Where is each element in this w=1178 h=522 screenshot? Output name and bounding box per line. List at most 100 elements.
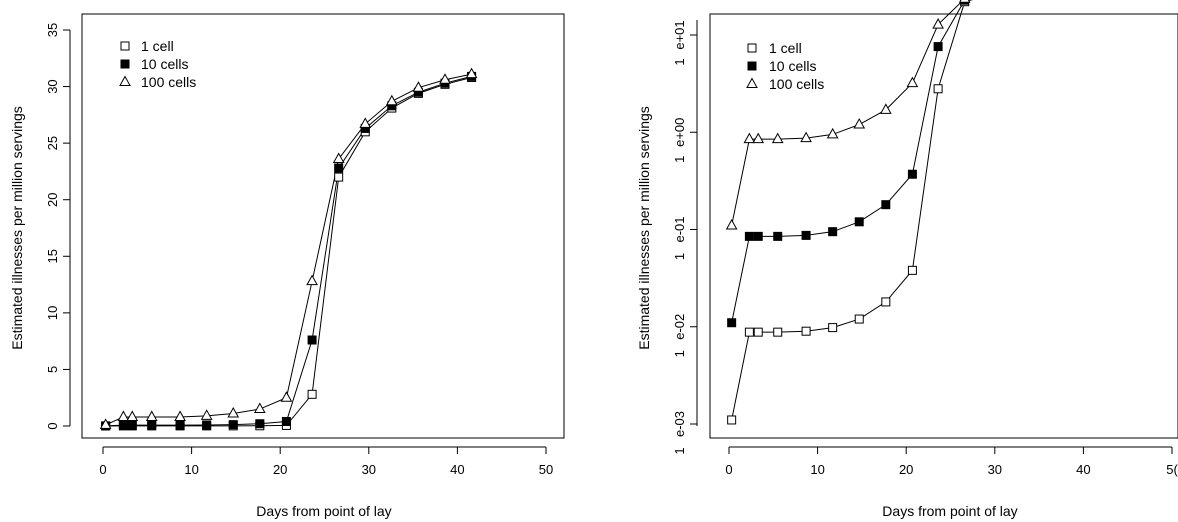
data-point xyxy=(280,391,293,402)
right-y-label: Estimated illnesses per million servings xyxy=(636,106,652,350)
y-tick-label: e-03 xyxy=(672,411,687,437)
series-line xyxy=(105,77,472,427)
y-tick-label: 0 xyxy=(45,422,60,429)
data-point xyxy=(412,81,425,92)
y-tick-label: 35 xyxy=(45,23,60,37)
left-legend: 1 cell 10 cells 100 cells xyxy=(119,38,196,90)
left-plot-frame xyxy=(81,13,565,439)
y-tick-label: e+00 xyxy=(672,118,687,147)
data-point xyxy=(828,323,838,333)
x-tick-label: 40 xyxy=(450,462,464,477)
data-point xyxy=(773,327,783,337)
data-point xyxy=(933,84,943,94)
legend-marker xyxy=(120,41,130,51)
data-point xyxy=(752,132,765,144)
data-point xyxy=(853,118,866,129)
x-tick-label: 30 xyxy=(362,462,376,477)
y-tick-label: 15 xyxy=(45,249,60,263)
data-point xyxy=(202,420,212,430)
data-point xyxy=(334,163,344,173)
data-point xyxy=(771,132,784,144)
series-line xyxy=(105,73,472,426)
y-tick-label-mantissa: 1 xyxy=(672,58,687,65)
data-point xyxy=(307,389,317,399)
data-point xyxy=(879,103,892,114)
data-point xyxy=(854,217,864,227)
x-tick-label: 30 xyxy=(988,462,1002,477)
legend-label: 10 cells xyxy=(769,58,816,74)
data-point xyxy=(227,407,240,418)
x-tick-label: 0 xyxy=(99,462,106,477)
y-tick-label-mantissa: 1 xyxy=(672,156,687,163)
data-point xyxy=(465,67,478,79)
x-tick-label: 10 xyxy=(810,462,824,477)
data-point xyxy=(744,327,754,337)
right-series xyxy=(725,0,974,425)
legend-marker xyxy=(747,61,757,71)
data-point xyxy=(281,416,291,426)
legend-label: 1 cell xyxy=(141,38,174,54)
data-point xyxy=(359,117,372,128)
data-point xyxy=(334,172,344,182)
legend-marker xyxy=(747,43,757,53)
legend-label: 100 cells xyxy=(141,74,196,90)
legend-label: 10 cells xyxy=(141,56,188,72)
data-point xyxy=(725,218,738,230)
data-point xyxy=(826,127,839,139)
y-tick-label-mantissa: 1 xyxy=(672,253,687,260)
data-point xyxy=(127,420,137,430)
left-x-label: Days from point of lay xyxy=(256,503,391,519)
series-line xyxy=(105,75,472,427)
legend-label: 100 cells xyxy=(769,76,824,92)
data-point xyxy=(932,18,944,29)
y-tick-label: e-01 xyxy=(672,216,687,242)
left-x-ticks: 0 10 20 30 40 50 xyxy=(99,447,553,477)
legend-label: 1 cell xyxy=(769,40,802,56)
data-point xyxy=(773,231,783,241)
data-point xyxy=(933,42,943,52)
data-point xyxy=(253,402,266,414)
data-point xyxy=(174,410,186,421)
data-point xyxy=(117,410,130,421)
data-point xyxy=(743,132,756,144)
data-point xyxy=(753,327,763,337)
data-point xyxy=(118,420,128,430)
data-point xyxy=(907,169,917,179)
right-x-ticks: 0 10 20 30 40 5( xyxy=(725,447,1178,477)
data-point xyxy=(828,227,838,237)
legend-marker xyxy=(746,77,758,88)
data-point xyxy=(126,410,139,421)
data-point xyxy=(175,420,185,430)
data-point xyxy=(439,73,451,84)
series-line xyxy=(731,0,974,421)
data-point xyxy=(200,409,213,420)
data-point xyxy=(255,419,265,429)
data-point xyxy=(145,410,158,421)
data-point xyxy=(744,231,754,241)
x-tick-label: 10 xyxy=(184,462,198,477)
data-point xyxy=(906,76,919,88)
data-point xyxy=(753,231,763,241)
legend-marker xyxy=(120,59,130,69)
series-line xyxy=(731,0,968,323)
data-point xyxy=(800,131,812,143)
data-point xyxy=(958,0,971,3)
data-point xyxy=(99,418,112,429)
right-legend: 1 cell 10 cells 100 cells xyxy=(746,40,824,92)
left-chart: 0 10 20 30 40 50 0 5 10 15 20 25 30 35 Days from poi… xyxy=(9,13,565,519)
left-y-ticks: 0 5 10 15 20 25 30 35 xyxy=(45,23,70,430)
data-point xyxy=(881,297,891,307)
x-tick-label: 50 xyxy=(539,462,553,477)
x-tick-label: 0 xyxy=(725,462,732,477)
x-tick-label: 5( xyxy=(1166,462,1178,477)
data-point xyxy=(907,265,917,275)
legend-marker xyxy=(119,75,131,86)
y-tick-label: 25 xyxy=(45,136,60,150)
y-tick-label: e-02 xyxy=(672,314,687,340)
data-point xyxy=(385,94,398,106)
data-point xyxy=(727,318,737,328)
data-point xyxy=(727,415,737,425)
x-tick-label: 20 xyxy=(899,462,913,477)
data-point xyxy=(147,420,157,430)
